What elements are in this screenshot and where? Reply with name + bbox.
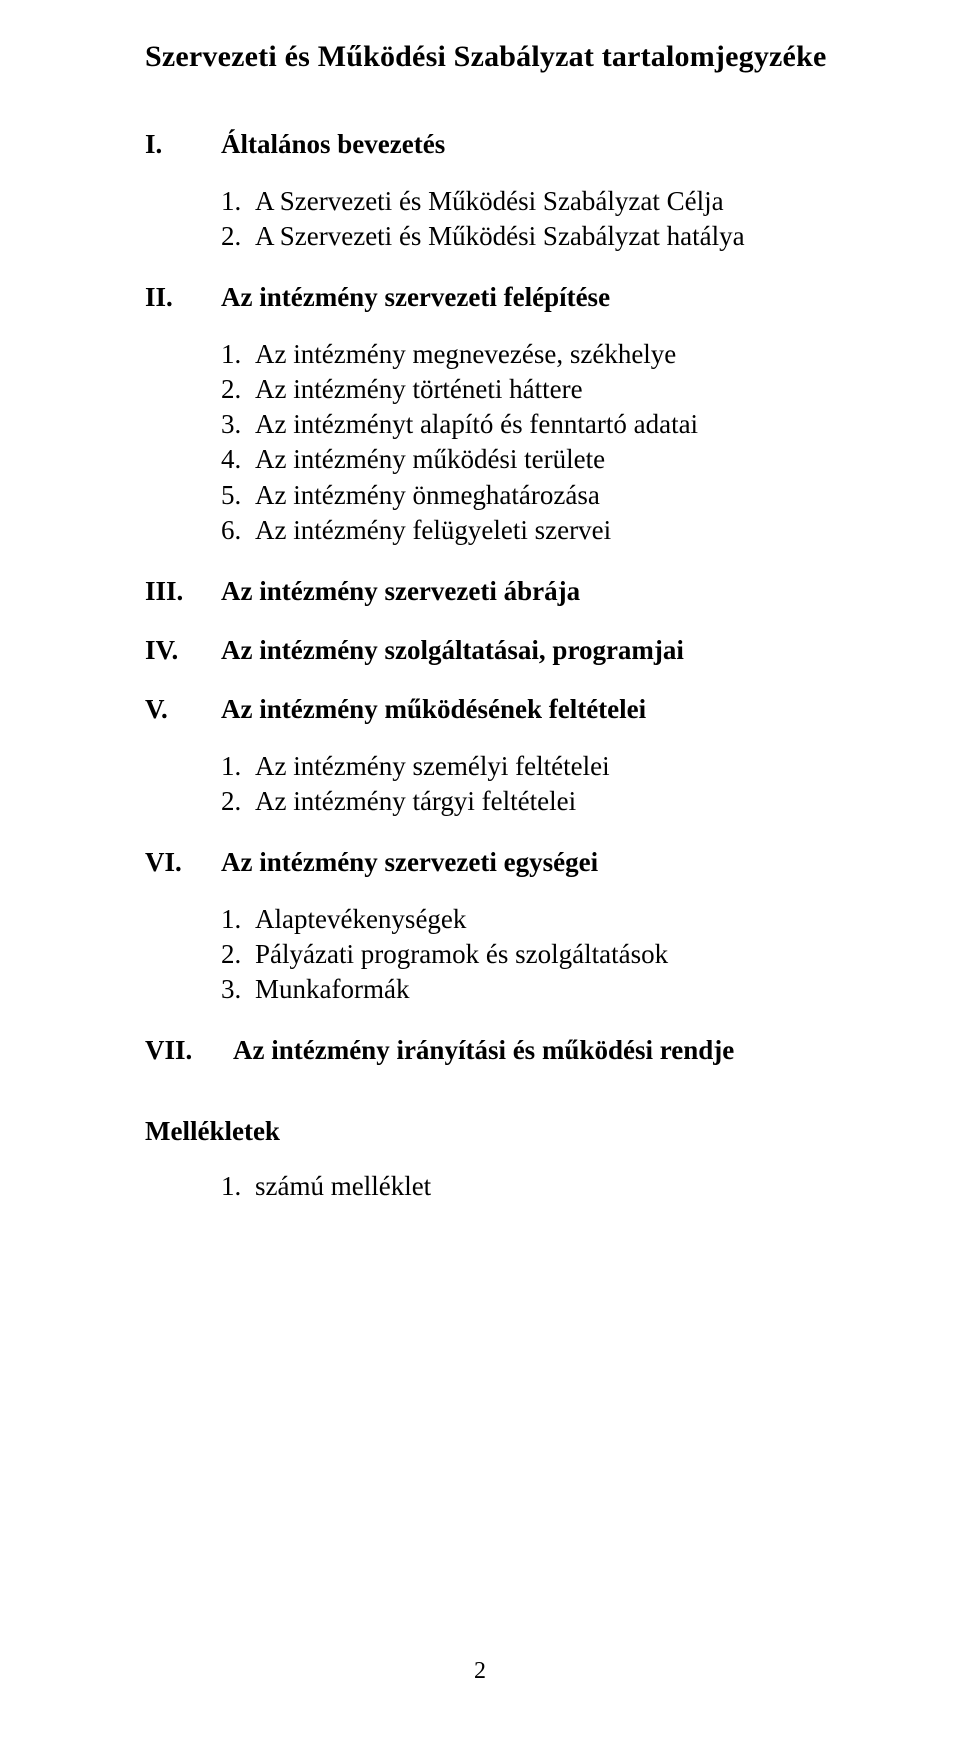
toc-subitem-label: Az intézmény személyi feltételei [255,749,610,784]
toc-section-number: III. [145,576,221,607]
toc-subitem-number: 3. [221,972,255,1007]
toc-section-heading: II. Az intézmény szervezeti felépítése [145,282,850,313]
toc-subitem: 1. Az intézmény megnevezése, székhelye [221,337,850,372]
toc-sublist: 1. A Szervezeti és Működési Szabályzat C… [221,184,850,254]
toc-subitem-label: A Szervezeti és Működési Szabályzat hatá… [255,219,745,254]
toc-subitem: 2. A Szervezeti és Működési Szabályzat h… [221,219,850,254]
toc-subitem-number: 4. [221,442,255,477]
toc-section-label: Általános bevezetés [221,129,445,160]
toc-subitem-label: A Szervezeti és Működési Szabályzat Célj… [255,184,724,219]
toc-subitem-label: Az intézmény történeti háttere [255,372,583,407]
toc-subitem: 2. Pályázati programok és szolgáltatások [221,937,850,972]
toc-section-number: I. [145,129,221,160]
toc-section: I. Általános bevezetés 1. A Szervezeti é… [145,129,850,254]
toc-subitem: 2. Az intézmény történeti háttere [221,372,850,407]
toc-section-number: VI. [145,847,221,878]
appendix-heading: Mellékletek [145,1116,850,1147]
toc-subitem-number: 2. [221,937,255,972]
toc-subitem: 5. Az intézmény önmeghatározása [221,478,850,513]
toc-subitem-label: Az intézményt alapító és fenntartó adata… [255,407,698,442]
toc-subitem: 1. Az intézmény személyi feltételei [221,749,850,784]
toc-sublist: 1. Alaptevékenységek 2. Pályázati progra… [221,902,850,1007]
toc-subitem-label: Az intézmény önmeghatározása [255,478,600,513]
appendix-item: 1. számú melléklet [221,1171,850,1202]
toc-section: IV. Az intézmény szolgáltatásai, program… [145,635,850,666]
toc-section-heading: VII. Az intézmény irányítási és működési… [145,1035,850,1066]
toc-sublist: 1. Az intézmény megnevezése, székhelye 2… [221,337,850,548]
toc-section-heading: IV. Az intézmény szolgáltatásai, program… [145,635,850,666]
toc-subitem-number: 1. [221,749,255,784]
toc-subitem: 1. A Szervezeti és Működési Szabályzat C… [221,184,850,219]
toc-subitem-label: Az intézmény működési területe [255,442,605,477]
toc-section-heading: III. Az intézmény szervezeti ábrája [145,576,850,607]
page-title: Szervezeti és Működési Szabályzat tartal… [145,40,850,74]
toc-subitem-label: Az intézmény tárgyi feltételei [255,784,576,819]
toc-section-label: Az intézmény szervezeti felépítése [221,282,610,313]
toc-subitem-label: Munkaformák [255,972,409,1007]
toc-section-heading: VI. Az intézmény szervezeti egységei [145,847,850,878]
toc-subitem-number: 1. [221,337,255,372]
toc-section: III. Az intézmény szervezeti ábrája [145,576,850,607]
appendix-item-label: számú melléklet [255,1171,431,1202]
toc-subitem-number: 2. [221,372,255,407]
toc-subitem-number: 5. [221,478,255,513]
toc-section-number: IV. [145,635,221,666]
toc-section-number: VII. [145,1035,233,1066]
toc-subitem-label: Az intézmény megnevezése, székhelye [255,337,676,372]
toc-section-label: Az intézmény működésének feltételei [221,694,646,725]
toc-subitem-number: 1. [221,184,255,219]
toc-subitem: 1. Alaptevékenységek [221,902,850,937]
toc-subitem-label: Pályázati programok és szolgáltatások [255,937,668,972]
toc-subitem-number: 1. [221,902,255,937]
appendix-list: 1. számú melléklet [221,1171,850,1202]
toc-subitem: 3. Az intézményt alapító és fenntartó ad… [221,407,850,442]
page-number: 2 [0,1658,960,1685]
toc-subitem-number: 6. [221,513,255,548]
toc-section: II. Az intézmény szervezeti felépítése 1… [145,282,850,548]
document-page: Szervezeti és Működési Szabályzat tartal… [0,0,960,1737]
toc-subitem-number: 3. [221,407,255,442]
toc-subitem-label: Alaptevékenységek [255,902,466,937]
toc-sublist: 1. Az intézmény személyi feltételei 2. A… [221,749,850,819]
toc-section-label: Az intézmény szervezeti egységei [221,847,598,878]
toc-subitem: 6. Az intézmény felügyeleti szervei [221,513,850,548]
toc-section-label: Az intézmény szervezeti ábrája [221,576,580,607]
toc-section-label: Az intézmény szolgáltatásai, programjai [221,635,684,666]
toc-section-number: II. [145,282,221,313]
toc-subitem-label: Az intézmény felügyeleti szervei [255,513,611,548]
toc-subitem-number: 2. [221,219,255,254]
toc-subitem: 2. Az intézmény tárgyi feltételei [221,784,850,819]
toc-subitem-number: 2. [221,784,255,819]
toc-section-heading: V. Az intézmény működésének feltételei [145,694,850,725]
toc-subitem: 4. Az intézmény működési területe [221,442,850,477]
toc-subitem: 3. Munkaformák [221,972,850,1007]
appendix-item-number: 1. [221,1171,255,1202]
toc-section: V. Az intézmény működésének feltételei 1… [145,694,850,819]
toc-section-heading: I. Általános bevezetés [145,129,850,160]
toc-section-number: V. [145,694,221,725]
toc-section-label: Az intézmény irányítási és működési rend… [233,1035,734,1066]
toc-section: VI. Az intézmény szervezeti egységei 1. … [145,847,850,1007]
toc-section: VII. Az intézmény irányítási és működési… [145,1035,850,1066]
